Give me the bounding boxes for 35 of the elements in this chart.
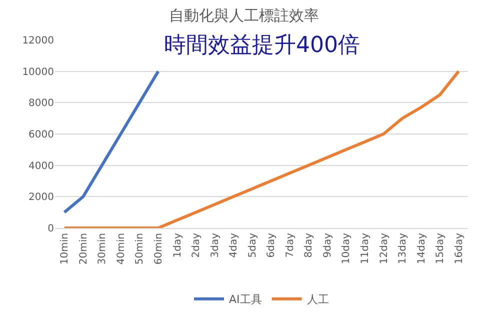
x-tick-label: 60min	[154, 233, 164, 265]
x-tick-label: 16day	[454, 232, 465, 264]
x-tick-label: 4day	[228, 232, 240, 258]
y-tick-label: 8000	[28, 98, 54, 110]
line-series	[62, 70, 160, 214]
x-tick-label: 3day	[210, 232, 221, 258]
x-tick-label: 9day	[322, 232, 334, 258]
x-tick-label: 12day	[378, 232, 390, 264]
x-tick-label: 10day	[341, 232, 352, 264]
x-tick-label: 50min	[134, 233, 146, 265]
x-tick-label: 6day	[266, 232, 278, 258]
x-tick-label: 15day	[435, 232, 446, 264]
y-tick-label: 4000	[28, 160, 54, 172]
x-tick-label: 7day	[284, 232, 296, 258]
x-tick-label: 11day	[360, 232, 371, 264]
legend-label: AI工具	[229, 293, 262, 306]
x-tick-label: 8day	[304, 232, 315, 258]
y-tick-label: 12000	[22, 36, 54, 46]
x-tick-label: 13day	[398, 232, 409, 264]
x-tick-label: 20min	[78, 233, 90, 265]
y-tick-label: 6000	[28, 130, 54, 140]
x-tick-label: 14day	[416, 232, 428, 264]
chart-title: 自動化與人工標註效率	[169, 6, 319, 24]
y-tick-label: 10000	[22, 66, 54, 78]
x-tick-label: 40min	[116, 233, 127, 265]
y-tick-label: 2000	[28, 192, 54, 204]
y-tick-label: 0	[48, 224, 54, 234]
x-tick-label: 5day	[247, 232, 258, 258]
legend-label: 人工	[306, 293, 329, 306]
x-tick-label: 10min	[60, 233, 71, 265]
annotation: 時間效益提升400倍	[164, 33, 360, 58]
x-tick-label: 30min	[97, 233, 108, 265]
x-tick-label: 2day	[191, 232, 202, 258]
x-tick-label: 1day	[172, 232, 184, 258]
line-series	[62, 70, 460, 228]
